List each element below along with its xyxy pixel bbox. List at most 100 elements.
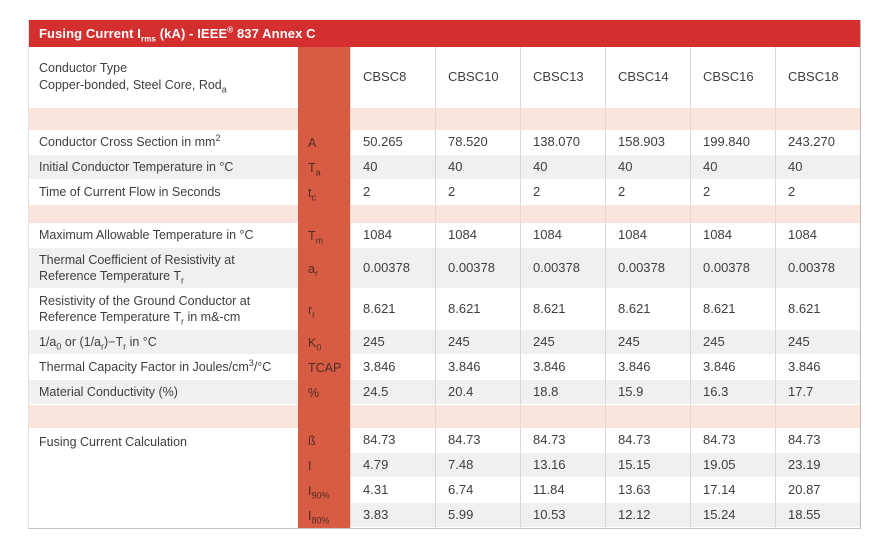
value-cell: 15.15 xyxy=(605,453,690,478)
value-cell: 245 xyxy=(690,330,775,355)
value-cell: 8.621 xyxy=(520,289,605,330)
value-cell: 12.12 xyxy=(605,503,690,528)
value-cell: 40 xyxy=(775,155,860,180)
separator-cell xyxy=(605,108,690,130)
value-cell: 13.16 xyxy=(520,453,605,478)
value-cell: 4.79 xyxy=(350,453,435,478)
group-label: Fusing Current Calculation xyxy=(29,428,298,528)
value-cell: 245 xyxy=(520,330,605,355)
value-cell: 2 xyxy=(520,180,605,205)
row-symbol: K0 xyxy=(298,330,350,355)
value-cell: 6.74 xyxy=(435,478,520,503)
table-row: I80% 3.83 5.99 10.53 12.12 15.24 18.55 xyxy=(29,503,860,528)
row-label: Resistivity of the Ground Conductor at R… xyxy=(29,289,298,330)
value-cell: 40 xyxy=(605,155,690,180)
separator-symbol-cell xyxy=(298,108,350,130)
row-label: Time of Current Flow in Seconds xyxy=(29,180,298,205)
value-cell: 0.00378 xyxy=(520,248,605,289)
value-cell: 19.05 xyxy=(690,453,775,478)
value-cell: 1084 xyxy=(690,223,775,248)
table-row: I 4.79 7.48 13.16 15.15 19.05 23.19 xyxy=(29,453,860,478)
separator-cell xyxy=(605,205,690,223)
row-symbol: ar xyxy=(298,248,350,289)
value-cell: 3.846 xyxy=(775,355,860,380)
value-cell: 84.73 xyxy=(435,428,520,453)
value-cell: 2 xyxy=(605,180,690,205)
row-symbol: I90% xyxy=(298,478,350,503)
table-row: Material Conductivity (%)% 24.5 20.4 18.8 15… xyxy=(29,380,860,405)
table-row: Resistivity of the Ground Conductor at R… xyxy=(29,289,860,330)
value-cell: 50.265 xyxy=(350,130,435,155)
row-symbol: TCAP xyxy=(298,355,350,380)
value-cell: 78.520 xyxy=(435,130,520,155)
separator-cell xyxy=(29,405,298,428)
value-cell: 15.9 xyxy=(605,380,690,405)
value-cell: 8.621 xyxy=(350,289,435,330)
row-symbol: % xyxy=(298,380,350,405)
row-symbol: Tm xyxy=(298,223,350,248)
value-cell: 84.73 xyxy=(690,428,775,453)
table-row: Thermal Coefficient of Resistivity at Re… xyxy=(29,248,860,289)
value-cell: 23.19 xyxy=(775,453,860,478)
table-title: Fusing Current Irms (kA) - IEEE® 837 Ann… xyxy=(29,20,860,47)
separator-cell xyxy=(690,405,775,428)
value-cell: 1084 xyxy=(350,223,435,248)
value-cell: 40 xyxy=(435,155,520,180)
value-cell: 7.48 xyxy=(435,453,520,478)
value-cell: 245 xyxy=(605,330,690,355)
fusing-current-table: Fusing Current Irms (kA) - IEEE® 837 Ann… xyxy=(28,20,861,529)
table-row: Initial Conductor Temperature in °C Ta 40 4… xyxy=(29,155,860,180)
value-cell: 15.24 xyxy=(690,503,775,528)
separator-cell xyxy=(520,405,605,428)
value-cell: 1084 xyxy=(605,223,690,248)
value-cell: 245 xyxy=(350,330,435,355)
column-header: CBSC13 xyxy=(520,47,605,108)
value-cell: 8.621 xyxy=(690,289,775,330)
row-symbol: I80% xyxy=(298,503,350,528)
row-label: Initial Conductor Temperature in °C xyxy=(29,155,298,180)
value-cell: 18.8 xyxy=(520,380,605,405)
separator-row xyxy=(29,405,860,428)
value-cell: 158.903 xyxy=(605,130,690,155)
header-symbol-cell xyxy=(298,47,350,108)
value-cell: 243.270 xyxy=(775,130,860,155)
row-symbol: I xyxy=(298,453,350,478)
value-cell: 3.846 xyxy=(520,355,605,380)
separator-cell xyxy=(29,205,298,223)
column-header: CBSC14 xyxy=(605,47,690,108)
table-row: Fusing Current Calculation ß 84.73 84.73 84.… xyxy=(29,428,860,528)
value-cell: 11.84 xyxy=(520,478,605,503)
separator-cell xyxy=(775,108,860,130)
column-header: CBSC8 xyxy=(350,47,435,108)
value-cell: 138.070 xyxy=(520,130,605,155)
value-cell: 8.621 xyxy=(435,289,520,330)
value-cell: 40 xyxy=(350,155,435,180)
conductor-type-label: Conductor Type Copper-bonded, Steel Core,… xyxy=(29,47,298,108)
value-cell: 8.621 xyxy=(605,289,690,330)
column-header: CBSC10 xyxy=(435,47,520,108)
value-cell: 13.63 xyxy=(605,478,690,503)
table-row: Maximum Allowable Temperature in °C Tm 108… xyxy=(29,223,860,248)
value-cell: 10.53 xyxy=(520,503,605,528)
value-cell: 17.7 xyxy=(775,380,860,405)
separator-cell xyxy=(435,108,520,130)
header-row: Conductor Type Copper-bonded, Steel Core,… xyxy=(29,47,860,108)
value-cell: 0.00378 xyxy=(350,248,435,289)
value-cell: 40 xyxy=(690,155,775,180)
value-cell: 3.846 xyxy=(690,355,775,380)
value-cell: 84.73 xyxy=(350,428,435,453)
separator-cell xyxy=(775,205,860,223)
value-cell: 245 xyxy=(435,330,520,355)
row-label: Conductor Cross Section in mm2 xyxy=(29,130,298,155)
row-label: Material Conductivity (%) xyxy=(29,380,298,405)
separator-cell xyxy=(435,205,520,223)
separator-cell xyxy=(520,205,605,223)
value-cell: 3.83 xyxy=(350,503,435,528)
value-cell: 17.14 xyxy=(690,478,775,503)
value-cell: 0.00378 xyxy=(775,248,860,289)
value-cell: 1084 xyxy=(435,223,520,248)
separator-cell xyxy=(690,108,775,130)
separator-symbol-cell xyxy=(298,405,350,428)
value-cell: 2 xyxy=(350,180,435,205)
value-cell: 0.00378 xyxy=(605,248,690,289)
